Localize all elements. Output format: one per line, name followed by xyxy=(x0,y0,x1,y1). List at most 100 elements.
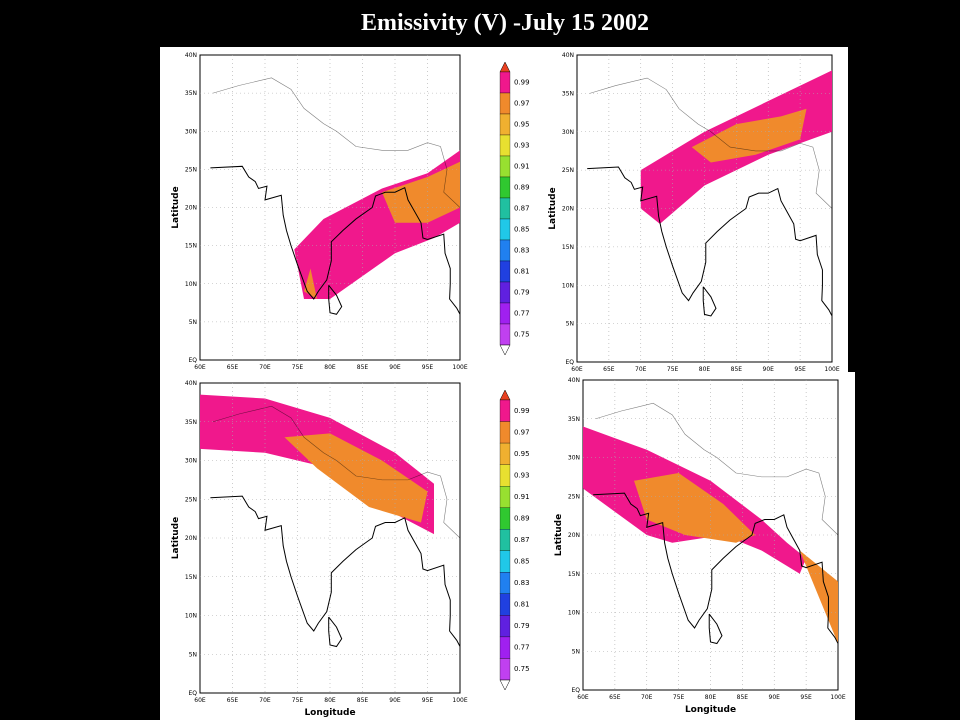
colorbar-label: 0.95 xyxy=(514,121,530,129)
lon-label: 75E xyxy=(667,366,679,373)
lon-label: 85E xyxy=(731,366,743,373)
lat-label: 40N xyxy=(562,52,574,59)
colorbar-label: 0.89 xyxy=(514,514,530,522)
lon-label: 80E xyxy=(705,694,717,701)
lon-label: 95E xyxy=(422,364,434,371)
lat-label: 5N xyxy=(572,648,580,655)
swath-patch xyxy=(284,433,428,523)
lat-label: 10N xyxy=(568,610,580,617)
colorbar-label: 0.91 xyxy=(514,493,530,501)
colorbar-cell xyxy=(499,421,511,444)
lat-axis-label: Latitude xyxy=(171,186,181,228)
lon-label: 70E xyxy=(641,694,653,701)
colorbar-label: 0.87 xyxy=(514,205,530,213)
lat-label: 40N xyxy=(185,380,197,387)
lon-label: 65E xyxy=(609,694,621,701)
border xyxy=(595,402,839,536)
colorbar-label: 0.77 xyxy=(514,644,530,652)
lon-label: 60E xyxy=(571,366,583,373)
lon-label: 75E xyxy=(292,697,304,704)
colorbar-label: 0.99 xyxy=(514,407,530,415)
coastline xyxy=(593,492,839,644)
lon-label: 95E xyxy=(794,366,806,373)
lat-label: 35N xyxy=(185,419,197,426)
lat-label: 10N xyxy=(562,282,574,289)
title: Emissivity (V) -July 15 2002 xyxy=(361,10,649,36)
lon-label: 70E xyxy=(259,364,271,371)
colorbar-cell xyxy=(499,260,511,283)
border xyxy=(212,77,461,208)
lat-label: EQ xyxy=(565,359,574,366)
lat-label: 5N xyxy=(566,321,574,328)
lon-label: 85E xyxy=(737,694,749,701)
colorbar-label: 0.87 xyxy=(514,536,530,544)
lon-label: 90E xyxy=(389,697,401,704)
colorbar-cell xyxy=(499,113,511,136)
lat-label: 30N xyxy=(185,128,197,135)
colorbar-cell xyxy=(499,176,511,199)
colorbar-cell xyxy=(499,399,511,422)
colorbar-arrow xyxy=(499,679,511,691)
lat-label: 15N xyxy=(185,574,197,581)
colorbar-cell xyxy=(499,636,511,659)
lon-label: 80E xyxy=(324,364,336,371)
lon-label: 65E xyxy=(227,364,239,371)
lon-label: 65E xyxy=(227,697,239,704)
lon-label: 100E xyxy=(452,364,467,371)
colorbar-label: 0.95 xyxy=(514,450,530,458)
colorbar-label: 0.85 xyxy=(514,558,530,566)
colorbar-label: 0.75 xyxy=(514,665,530,673)
lon-label: 70E xyxy=(635,366,647,373)
colorbar-label: 0.83 xyxy=(514,579,530,587)
lat-label: 5N xyxy=(189,651,197,658)
lon-label: 80E xyxy=(699,366,711,373)
lat-label: 25N xyxy=(185,166,197,173)
lat-label: 10N xyxy=(185,613,197,620)
lon-label: 60E xyxy=(194,697,206,704)
lat-label: 25N xyxy=(562,167,574,174)
lat-axis-label: Latitude xyxy=(548,187,558,229)
lon-label: 65E xyxy=(603,366,615,373)
lon-label: 70E xyxy=(259,697,271,704)
lat-label: 40N xyxy=(185,52,197,59)
colorbar-cell xyxy=(499,281,511,304)
colorbar-cell xyxy=(499,464,511,487)
colorbar-label: 0.79 xyxy=(514,289,530,297)
colorbar-cell xyxy=(499,507,511,530)
lon-label: 90E xyxy=(389,364,401,371)
coastline xyxy=(210,495,461,647)
colorbar-cell xyxy=(499,442,511,465)
lat-label: 25N xyxy=(568,493,580,500)
colorbar-cell xyxy=(499,239,511,262)
colorbar-cell xyxy=(499,218,511,241)
colorbar-cell xyxy=(499,572,511,594)
lat-label: 15N xyxy=(568,571,580,578)
lat-label: EQ xyxy=(571,687,580,694)
coastline xyxy=(708,613,723,645)
colorbar-cell xyxy=(499,550,511,573)
colorbar: 0.99 0.97 0.95 0.93 0.91 0.89 0.87 0.85 0.83 0.81… xyxy=(499,389,530,691)
colorbar-label: 0.99 xyxy=(514,79,530,87)
colorbar-label: 0.97 xyxy=(514,100,530,108)
lon-label: 100E xyxy=(830,694,845,701)
lon-label: 100E xyxy=(452,697,467,704)
lon-label: 90E xyxy=(763,366,775,373)
lat-label: 35N xyxy=(568,416,580,423)
lat-label: 15N xyxy=(562,244,574,251)
lat-label: 20N xyxy=(185,205,197,212)
lon-label: 85E xyxy=(357,364,369,371)
colorbar-cell xyxy=(499,134,511,157)
colorbar: 0.99 0.97 0.95 0.93 0.91 0.89 0.87 0.85 0.83 0.81… xyxy=(499,61,530,356)
colorbar-label: 0.93 xyxy=(514,471,530,479)
lat-label: 35N xyxy=(562,90,574,97)
lat-axis-label: Latitude xyxy=(171,517,181,559)
colorbar-label: 0.79 xyxy=(514,622,530,630)
colorbar-cell xyxy=(499,71,511,94)
lat-label: 25N xyxy=(185,496,197,503)
lat-label: 30N xyxy=(562,129,574,136)
coastline xyxy=(702,286,717,317)
